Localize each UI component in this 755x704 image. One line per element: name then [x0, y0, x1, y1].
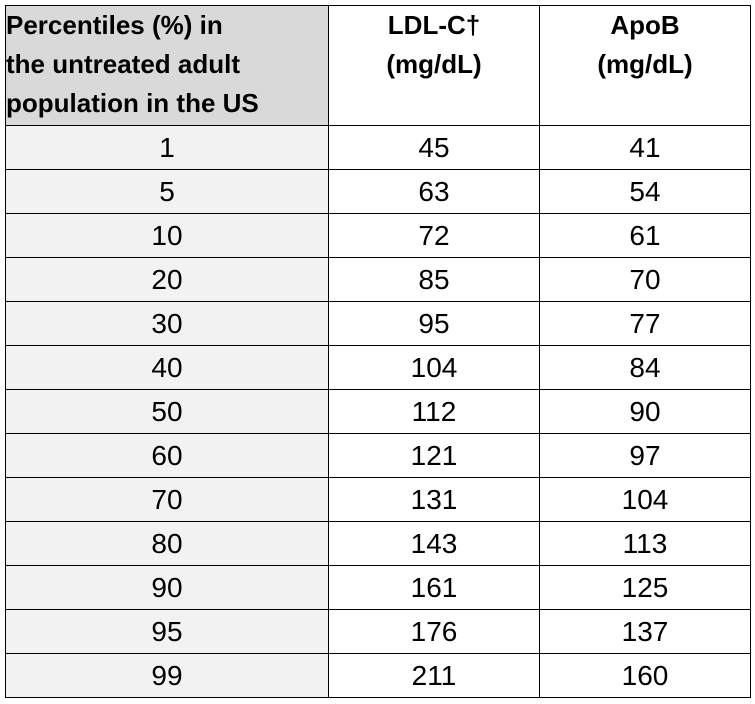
table-row: 80 143 113 [5, 521, 751, 566]
percentile-cell: 1 [5, 125, 329, 170]
percentile-cell: 95 [5, 609, 329, 654]
header-ldlc: LDL-C† (mg/dL) [328, 5, 540, 126]
ldlc-cell: 112 [328, 389, 540, 434]
apob-cell: 104 [539, 477, 751, 522]
percentile-cell: 99 [5, 653, 329, 698]
ldlc-cell: 211 [328, 653, 540, 698]
header-ldlc-line-2: (mg/dL) [386, 49, 482, 79]
header-ldlc-line-1: LDL-C† [387, 10, 481, 40]
ldlc-cell: 161 [328, 565, 540, 610]
percentile-cell: 10 [5, 213, 329, 258]
header-apob: ApoB (mg/dL) [539, 5, 751, 126]
percentile-cell: 30 [5, 301, 329, 346]
apob-cell: 77 [539, 301, 751, 346]
ldlc-cell: 131 [328, 477, 540, 522]
percentile-cell: 5 [5, 169, 329, 214]
table-row: 95 176 137 [5, 609, 751, 654]
apob-cell: 70 [539, 257, 751, 302]
percentile-table: Percentiles (%) in the untreated adult p… [5, 5, 751, 698]
apob-cell: 97 [539, 433, 751, 478]
table-row: 90 161 125 [5, 565, 751, 610]
ldlc-cell: 95 [328, 301, 540, 346]
apob-cell: 90 [539, 389, 751, 434]
apob-cell: 113 [539, 521, 751, 566]
table-row: 5 63 54 [5, 169, 751, 214]
ldlc-cell: 121 [328, 433, 540, 478]
percentile-cell: 50 [5, 389, 329, 434]
percentile-cell: 40 [5, 345, 329, 390]
header-percentile: Percentiles (%) in the untreated adult p… [5, 5, 329, 126]
apob-cell: 137 [539, 609, 751, 654]
apob-cell: 54 [539, 169, 751, 214]
percentile-cell: 70 [5, 477, 329, 522]
percentile-cell: 80 [5, 521, 329, 566]
ldlc-cell: 143 [328, 521, 540, 566]
table-row: 40 104 84 [5, 345, 751, 390]
header-apob-line-2: (mg/dL) [597, 49, 693, 79]
table-row: 10 72 61 [5, 213, 751, 258]
apob-cell: 160 [539, 653, 751, 698]
header-percentile-line-3: population in the US [6, 88, 259, 118]
ldlc-cell: 85 [328, 257, 540, 302]
table-row: 99 211 160 [5, 653, 751, 698]
header-percentile-line-1: Percentiles (%) in [6, 10, 223, 40]
table-row: 50 112 90 [5, 389, 751, 434]
apob-cell: 61 [539, 213, 751, 258]
table-row: 20 85 70 [5, 257, 751, 302]
apob-cell: 125 [539, 565, 751, 610]
percentile-cell: 60 [5, 433, 329, 478]
apob-cell: 84 [539, 345, 751, 390]
header-percentile-line-2: the untreated adult [6, 49, 241, 79]
ldlc-cell: 45 [328, 125, 540, 170]
ldlc-cell: 104 [328, 345, 540, 390]
table-body: 1 45 41 5 63 54 10 72 61 20 85 70 30 95 … [5, 125, 751, 698]
apob-cell: 41 [539, 125, 751, 170]
table-row: 1 45 41 [5, 125, 751, 170]
table-row: 70 131 104 [5, 477, 751, 522]
table-row: 30 95 77 [5, 301, 751, 346]
ldlc-cell: 63 [328, 169, 540, 214]
percentile-cell: 90 [5, 565, 329, 610]
header-apob-line-1: ApoB [610, 10, 680, 40]
ldlc-cell: 72 [328, 213, 540, 258]
percentile-cell: 20 [5, 257, 329, 302]
header-row: Percentiles (%) in the untreated adult p… [5, 5, 751, 126]
table-row: 60 121 97 [5, 433, 751, 478]
ldlc-cell: 176 [328, 609, 540, 654]
